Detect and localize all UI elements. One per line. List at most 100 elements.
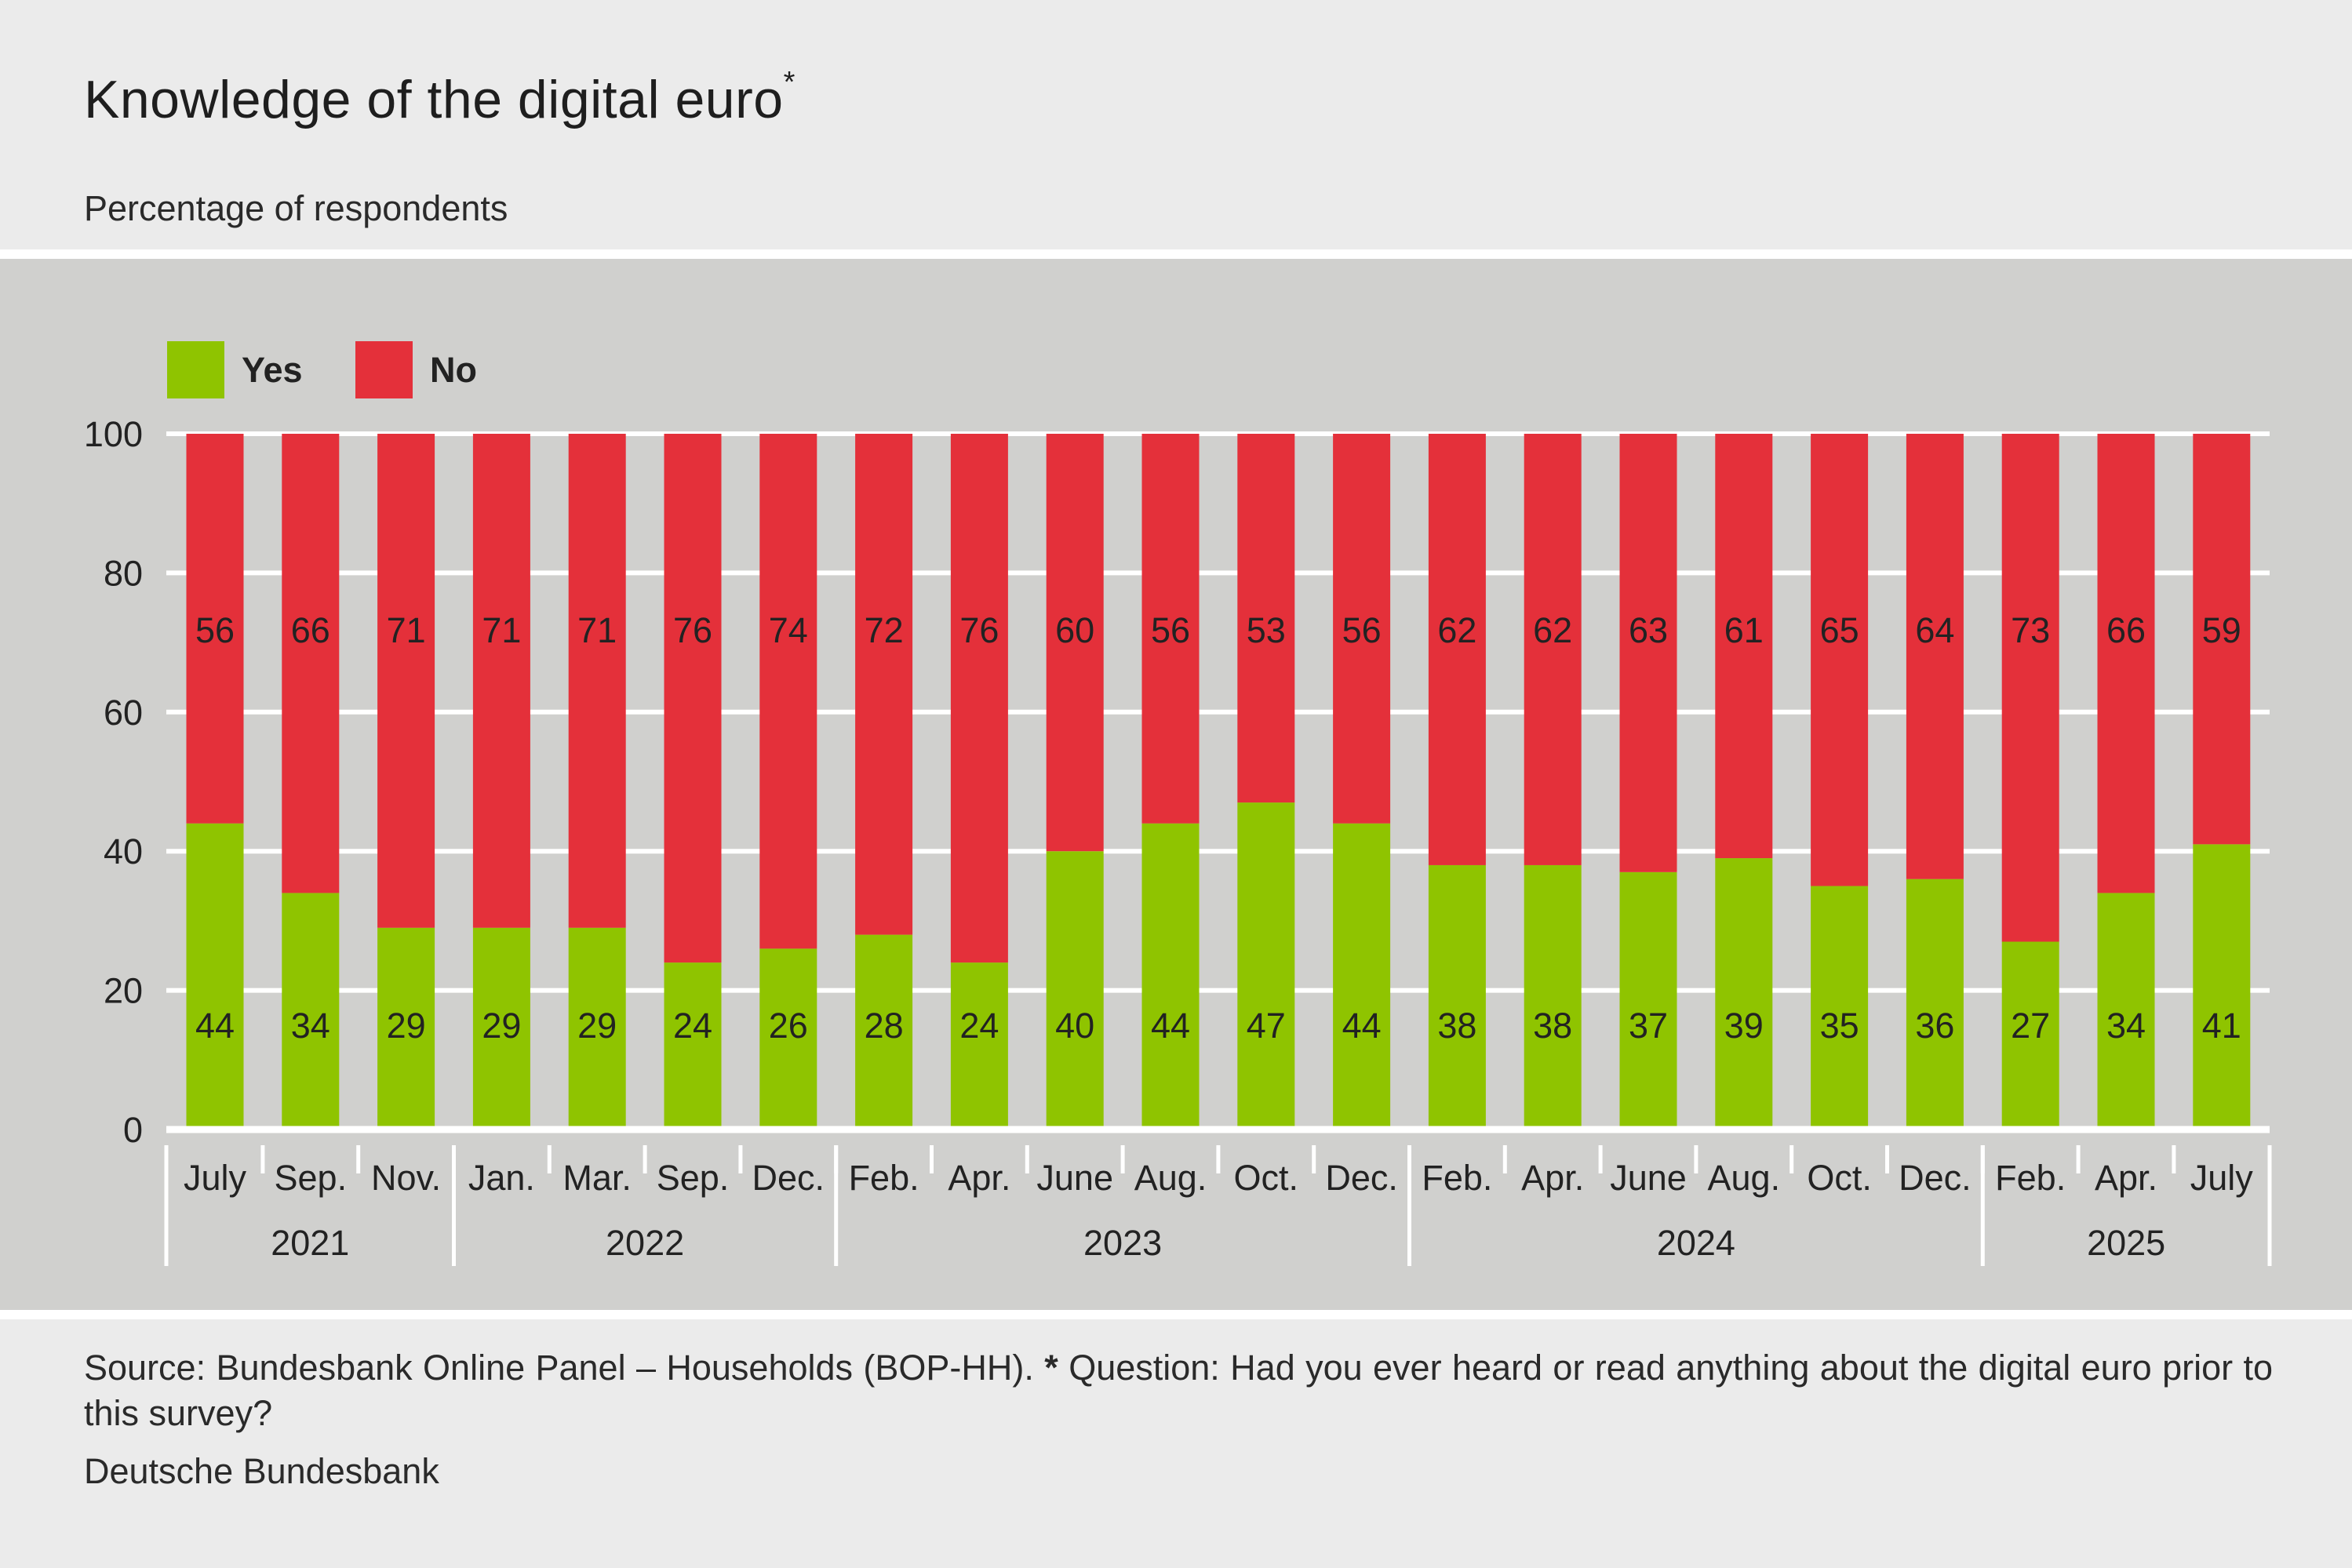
data-label-yes: 36 bbox=[1915, 1006, 1954, 1046]
x-axis: July Sep. Nov. Jan. Mar. Sep. Dec. Feb. Apr. June… bbox=[164, 1145, 2272, 1266]
bar-yes bbox=[2001, 941, 2059, 1130]
year-label: 2023 bbox=[1083, 1223, 1162, 1263]
data-label-no: 64 bbox=[1915, 610, 1954, 650]
bar-no bbox=[282, 434, 340, 893]
data-label-yes: 29 bbox=[577, 1006, 617, 1046]
data-labels: 44 56 34 66 29 71 29 71 29 71 24 76 26 74 28 72 24 76 40 60… bbox=[195, 610, 2241, 1046]
data-label-yes: 44 bbox=[1151, 1006, 1190, 1046]
bar-yes bbox=[1237, 802, 1295, 1130]
source-note: Source: Bundesbank Online Panel – Househ… bbox=[84, 1345, 2273, 1436]
x-tick-label: Aug. bbox=[1134, 1158, 1207, 1198]
data-label-yes: 47 bbox=[1247, 1006, 1286, 1046]
data-label-yes: 29 bbox=[482, 1006, 521, 1046]
x-tick-label: Feb. bbox=[849, 1158, 919, 1198]
legend: Yes No bbox=[167, 341, 477, 398]
x-tick-label: Sep. bbox=[275, 1158, 348, 1198]
chart-title-text: Knowledge of the digital euro bbox=[84, 70, 784, 129]
chart-header: Knowledge of the digital euro* Percentag… bbox=[0, 0, 2352, 249]
bar-yes bbox=[1333, 823, 1391, 1130]
data-label-yes: 26 bbox=[769, 1006, 808, 1046]
bar-no bbox=[472, 434, 530, 928]
chart-panel: 44 56 34 66 29 71 29 71 29 71 24 76 26 74 28 72 24 76 40 60… bbox=[0, 259, 2352, 1310]
legend-label: No bbox=[430, 350, 477, 390]
bar-yes bbox=[1619, 871, 1677, 1130]
bar-yes bbox=[950, 962, 1008, 1130]
bar-yes bbox=[2193, 844, 2251, 1130]
bar-no bbox=[1906, 434, 1964, 879]
x-tick-label: June bbox=[1036, 1158, 1113, 1198]
data-label-yes: 24 bbox=[673, 1006, 712, 1046]
y-tick-label: 80 bbox=[104, 553, 143, 593]
bar-no bbox=[1141, 434, 1200, 824]
bar-yes bbox=[664, 962, 722, 1130]
bar-no bbox=[2193, 434, 2251, 845]
data-label-no: 73 bbox=[2011, 610, 2050, 650]
chart-subtitle: Percentage of respondents bbox=[84, 188, 508, 228]
bar-yes bbox=[472, 927, 530, 1130]
bar-no bbox=[568, 434, 626, 928]
data-label-yes: 44 bbox=[1342, 1006, 1382, 1046]
bar-yes bbox=[1906, 879, 1964, 1130]
bar-no bbox=[759, 434, 817, 949]
bar-yes bbox=[2097, 893, 2155, 1130]
data-label-yes: 38 bbox=[1533, 1006, 1572, 1046]
bar-no bbox=[2001, 434, 2059, 942]
bottom-divider bbox=[0, 1310, 2352, 1319]
bar-no bbox=[1333, 434, 1391, 824]
bar-yes bbox=[568, 927, 626, 1130]
data-label-yes: 34 bbox=[291, 1006, 330, 1046]
data-label-yes: 37 bbox=[1629, 1006, 1668, 1046]
x-tick-label: Sep. bbox=[657, 1158, 730, 1198]
bar-yes bbox=[1141, 823, 1200, 1130]
data-label-no: 71 bbox=[577, 610, 617, 650]
data-label-yes: 28 bbox=[865, 1006, 904, 1046]
bar-no bbox=[855, 434, 913, 935]
bar-yes bbox=[186, 823, 244, 1130]
bar-yes bbox=[282, 893, 340, 1130]
bar-yes bbox=[1428, 864, 1486, 1130]
bar-no bbox=[1428, 434, 1486, 865]
y-tick-label: 40 bbox=[104, 831, 143, 871]
legend-swatch bbox=[355, 341, 413, 398]
data-label-yes: 38 bbox=[1437, 1006, 1476, 1046]
bar-no bbox=[1715, 434, 1773, 859]
x-tick-label: Feb. bbox=[1995, 1158, 2066, 1198]
x-tick-label: Oct. bbox=[1234, 1158, 1299, 1198]
data-label-no: 61 bbox=[1724, 610, 1764, 650]
bar-no bbox=[1524, 434, 1582, 865]
data-label-yes: 39 bbox=[1724, 1006, 1764, 1046]
x-tick-label: July bbox=[184, 1158, 247, 1198]
year-label: 2021 bbox=[271, 1223, 349, 1263]
bar-no bbox=[950, 434, 1008, 963]
y-tick-label: 100 bbox=[84, 414, 143, 454]
x-tick-label: Nov. bbox=[371, 1158, 441, 1198]
data-label-yes: 44 bbox=[195, 1006, 235, 1046]
x-tick-label: Mar. bbox=[563, 1158, 632, 1198]
data-label-no: 71 bbox=[387, 610, 426, 650]
y-tick-label: 20 bbox=[104, 971, 143, 1011]
legend-label: Yes bbox=[242, 350, 303, 390]
data-label-no: 63 bbox=[1629, 610, 1668, 650]
y-axis: 0 20 40 60 80 100 bbox=[84, 414, 143, 1150]
data-label-yes: 24 bbox=[959, 1006, 999, 1046]
x-tick-label: Apr. bbox=[1521, 1158, 1584, 1198]
data-label-no: 66 bbox=[2106, 610, 2146, 650]
data-label-no: 62 bbox=[1437, 610, 1476, 650]
bar-no bbox=[1619, 434, 1677, 872]
chart-title: Knowledge of the digital euro* bbox=[84, 66, 796, 130]
year-label: 2024 bbox=[1657, 1223, 1735, 1263]
chart-footer: Source: Bundesbank Online Panel – Househ… bbox=[0, 1319, 2352, 1568]
year-label: 2025 bbox=[2087, 1223, 2165, 1263]
bar-no bbox=[1811, 434, 1869, 886]
data-label-no: 56 bbox=[195, 610, 235, 650]
x-tick-label: Aug. bbox=[1708, 1158, 1781, 1198]
bar-yes bbox=[1524, 864, 1582, 1130]
bar-no bbox=[186, 434, 244, 824]
bar-yes bbox=[759, 948, 817, 1130]
data-label-no: 74 bbox=[769, 610, 808, 650]
top-divider bbox=[0, 249, 2352, 259]
data-label-no: 62 bbox=[1533, 610, 1572, 650]
data-label-no: 53 bbox=[1247, 610, 1286, 650]
data-label-no: 56 bbox=[1342, 610, 1382, 650]
data-label-yes: 34 bbox=[2106, 1006, 2146, 1046]
